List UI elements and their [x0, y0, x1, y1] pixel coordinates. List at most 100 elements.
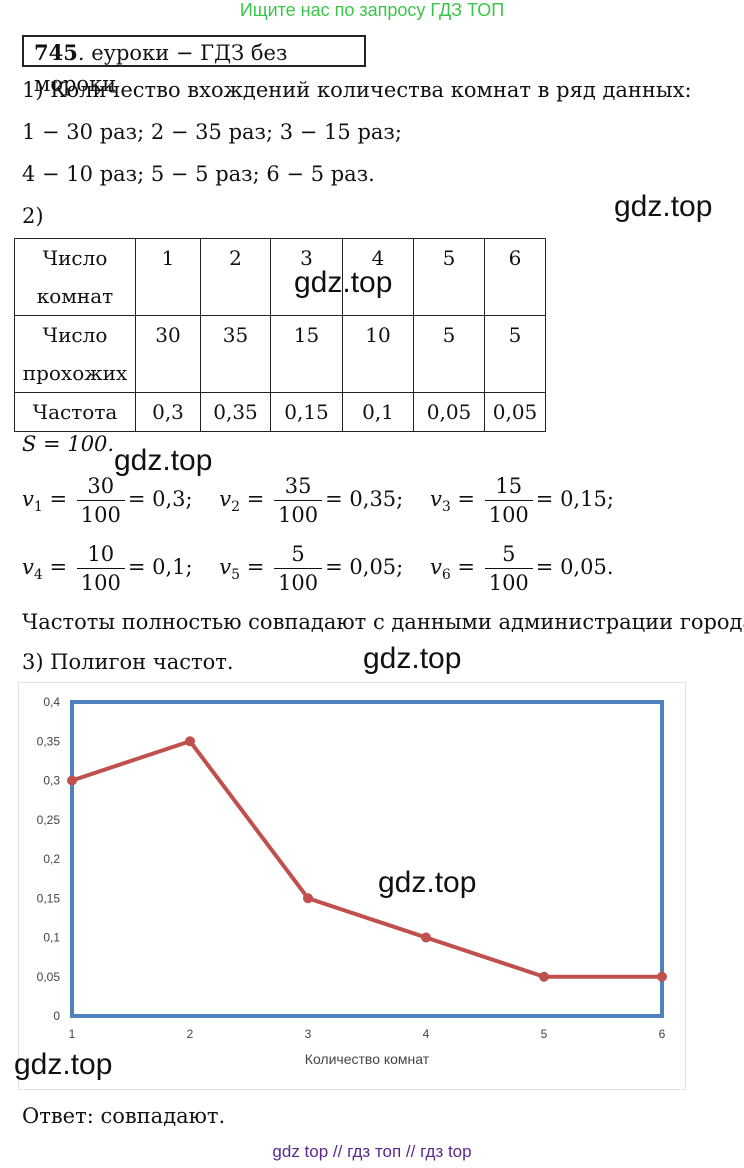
numerator: 5	[484, 540, 533, 569]
table-cell: 0,35	[200, 392, 271, 432]
fraction-row: v1 = 30 100 = 0,3; v2 = 35 100 = 0,35; v3 = …	[22, 472, 614, 529]
y-tick-label: 0,4	[43, 695, 60, 709]
x-tick-label: 3	[305, 1027, 312, 1041]
table-cell: 10	[342, 315, 414, 393]
y-tick-label: 0,1	[43, 931, 60, 945]
data-point	[303, 893, 313, 904]
series-line	[71, 739, 662, 979]
table-cell-text: комнат	[36, 284, 114, 308]
fraction: 15 100	[484, 472, 533, 529]
table-cell: 2	[200, 238, 271, 316]
part1-line1: 1 − 30 раз; 2 − 35 раз; 3 − 15 раз;	[22, 120, 402, 144]
x-axis-label: Количество комнат	[305, 1051, 430, 1067]
numerator: 30	[76, 472, 125, 501]
table-cell: 1	[135, 238, 201, 316]
watermark: gdz.top	[614, 190, 713, 223]
denominator: 100	[488, 571, 529, 595]
watermark: gdz.top	[14, 1048, 113, 1081]
x-tick-label: 2	[187, 1027, 194, 1041]
part1-line2: 4 − 10 раз; 5 − 5 раз; 6 − 5 раз.	[22, 162, 375, 186]
table-header-cell: Число комнат	[14, 238, 136, 316]
numerator: 5	[274, 540, 323, 569]
watermark: gdz.top	[294, 266, 393, 299]
y-tick-label: 0,15	[37, 891, 61, 905]
table-cell: 30	[135, 315, 201, 393]
fraction: 30 100	[76, 472, 125, 529]
problem-source: . еуроки − ГДЗ без мороки	[34, 41, 288, 96]
subscript: 1	[33, 499, 43, 516]
table-cell-text: Число	[42, 246, 108, 270]
fraction-item: v2 = 35 100 = 0,35;	[219, 474, 404, 527]
numerator: 15	[484, 472, 533, 501]
table-cell: 0,05	[413, 392, 485, 432]
table-row: Число прохожих 30 35 15 10 5 5	[14, 315, 546, 393]
data-point	[657, 971, 667, 982]
table-cell: 35	[200, 315, 271, 393]
fraction-row: v4 = 10 100 = 0,1; v5 = 5 100 = 0,05; v6 = 5…	[22, 540, 614, 597]
table-cell: 5	[413, 315, 485, 393]
table-row: Частота 0,3 0,35 0,15 0,1 0,05 0,05	[14, 392, 546, 432]
table-cell-text: Число	[42, 323, 108, 347]
table-header-cell: Частота	[14, 392, 136, 432]
denominator: 100	[80, 571, 121, 595]
x-tick-label: 1	[69, 1027, 76, 1041]
fraction-item: v6 = 5 100 = 0,05.	[429, 542, 614, 595]
table-row: Число комнат 1 2 3 4 5 6	[14, 238, 546, 316]
table-cell: 6	[484, 238, 546, 316]
fraction-result: = 0,35;	[325, 487, 404, 511]
footer-links[interactable]: gdz top // гдз топ // гдз top	[272, 1142, 472, 1161]
x-tick-label: 6	[659, 1027, 666, 1041]
fraction-item: v3 = 15 100 = 0,15;	[429, 474, 614, 527]
data-point	[539, 971, 549, 982]
table-cell: 0,15	[270, 392, 343, 432]
table-header-cell: Число прохожих	[14, 315, 136, 393]
sum-line: S = 100.	[22, 432, 115, 456]
part3-title: 3) Полигон частот.	[22, 650, 234, 674]
subscript: 6	[441, 567, 451, 584]
plot-frame	[70, 700, 664, 1018]
fraction-item: v5 = 5 100 = 0,05;	[219, 542, 404, 595]
denominator: 100	[278, 571, 319, 595]
fraction-item: v4 = 10 100 = 0,1;	[22, 542, 193, 595]
fraction-item: v1 = 30 100 = 0,3;	[22, 474, 193, 527]
denominator: 100	[80, 503, 121, 527]
part2-title: 2)	[22, 204, 44, 228]
problem-header: 745. еуроки − ГДЗ без мороки	[22, 35, 366, 96]
y-tick-label: 0,2	[43, 852, 60, 866]
y-tick-label: 0	[53, 1009, 60, 1023]
table-cell: 5	[413, 238, 485, 316]
y-tick-label: 0,05	[37, 970, 61, 984]
search-banner[interactable]: Ищите нас по запросу ГДЗ ТОП	[239, 0, 505, 20]
frequency-polygon-chart: 0 0,05 0,1 0,15 0,2 0,25 0,3 0,35 0,4 1 2 3 4 5 6 Колич…	[18, 682, 686, 1090]
table-cell: 0,3	[135, 392, 201, 432]
watermark: gdz.top	[363, 642, 462, 675]
fraction-result: = 0,05;	[325, 555, 404, 579]
y-tick-label: 0,25	[37, 813, 61, 827]
y-tick-label: 0,35	[37, 734, 61, 748]
fraction: 5 100	[274, 540, 323, 597]
table-cell: 5	[484, 315, 546, 393]
data-point	[421, 932, 431, 943]
numerator: 10	[76, 540, 125, 569]
subscript: 2	[231, 499, 241, 516]
table-cell: 3	[270, 238, 343, 316]
part1-title: 1) Количество вхождений количества комна…	[22, 78, 692, 102]
x-tick-label: 5	[541, 1027, 548, 1041]
denominator: 100	[488, 503, 529, 527]
watermark: gdz.top	[378, 866, 477, 899]
table-cell: 0,1	[342, 392, 414, 432]
data-point	[67, 775, 77, 786]
subscript: 4	[33, 567, 43, 584]
frequency-table: Число комнат 1 2 3 4 5 6 Число прохожих …	[14, 238, 546, 432]
table-cell: 0,05	[484, 392, 546, 432]
table-cell-text: прохожих	[22, 361, 128, 385]
fraction-result: = 0,1;	[127, 555, 193, 579]
denominator: 100	[278, 503, 319, 527]
fraction-result: = 0,3;	[127, 487, 193, 511]
table-cell: 15	[270, 315, 343, 393]
fraction-result: = 0,05.	[535, 555, 614, 579]
fraction: 5 100	[484, 540, 533, 597]
x-tick-label: 4	[423, 1027, 430, 1041]
y-tick-label: 0,3	[43, 774, 60, 788]
fraction: 35 100	[274, 472, 323, 529]
